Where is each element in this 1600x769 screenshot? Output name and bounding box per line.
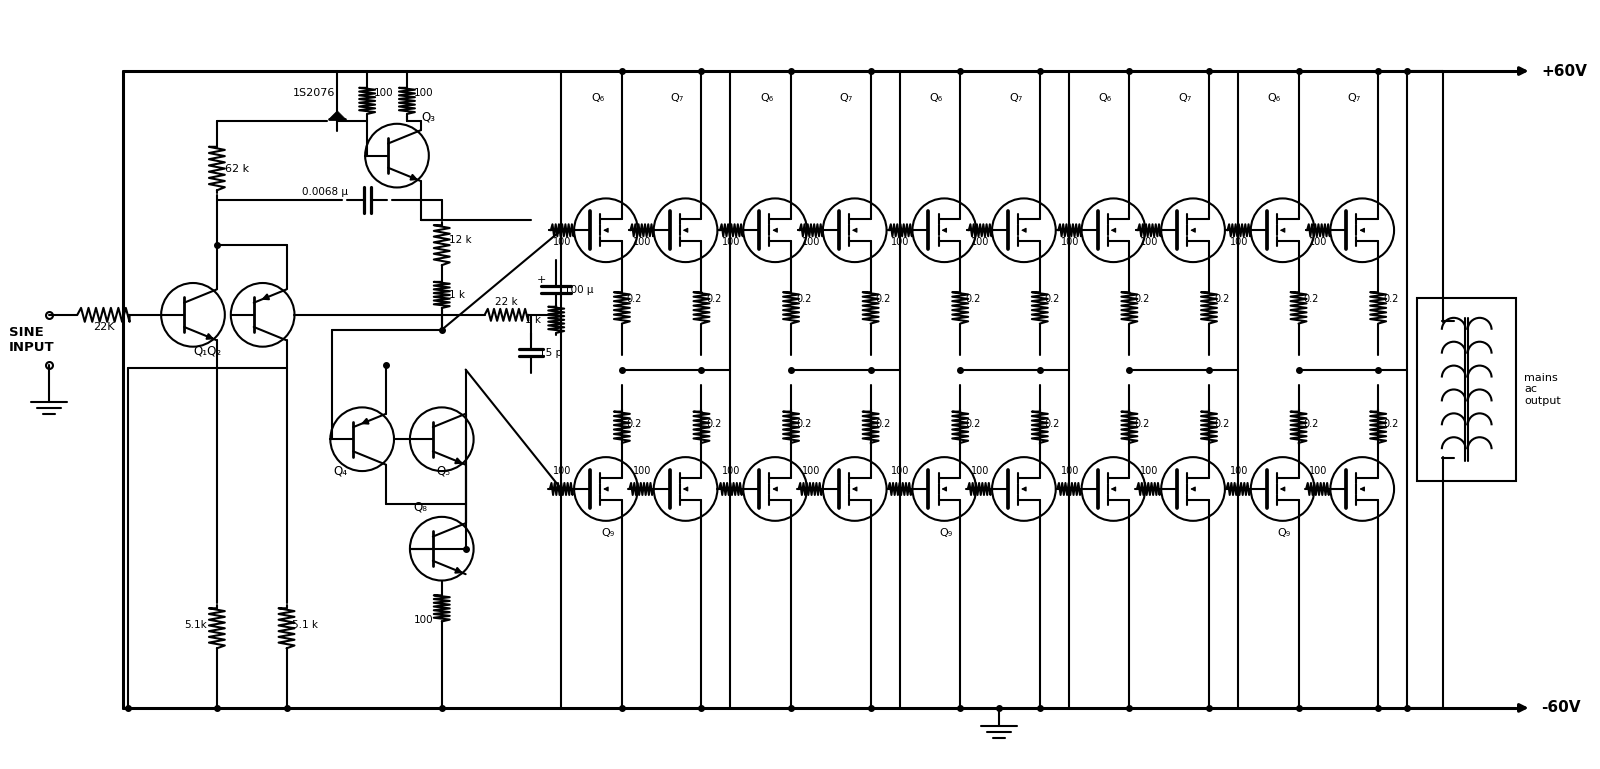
Polygon shape: [330, 111, 346, 118]
Text: +: +: [538, 275, 546, 285]
Text: 1 k: 1 k: [448, 290, 464, 300]
Text: Q₇: Q₇: [1010, 93, 1022, 103]
Text: Q₈: Q₈: [413, 501, 427, 514]
Text: 100: 100: [722, 466, 741, 476]
Text: 100: 100: [1309, 237, 1328, 247]
Text: 0.2: 0.2: [707, 419, 722, 429]
Text: 62 k: 62 k: [226, 164, 250, 174]
Text: 100: 100: [971, 237, 989, 247]
Text: Q₉: Q₉: [939, 528, 952, 538]
Text: Q₇: Q₇: [670, 93, 683, 103]
Text: 22K: 22K: [93, 321, 114, 331]
Text: 0.2: 0.2: [797, 419, 811, 429]
Text: Q₉: Q₉: [602, 528, 614, 538]
Text: 0.2: 0.2: [1304, 294, 1318, 304]
Text: 0.2: 0.2: [1134, 419, 1150, 429]
Text: -: -: [542, 289, 546, 299]
Text: Q₇: Q₇: [1347, 93, 1360, 103]
Text: +60V: +60V: [1541, 64, 1587, 78]
Text: 100: 100: [632, 466, 651, 476]
Text: Q₇: Q₇: [1178, 93, 1192, 103]
Text: 0.2: 0.2: [707, 294, 722, 304]
Text: 0.2: 0.2: [1304, 419, 1318, 429]
Text: 0.2: 0.2: [965, 419, 981, 429]
Text: 0.2: 0.2: [1214, 419, 1229, 429]
Text: mains
ac
output: mains ac output: [1525, 373, 1562, 406]
Text: 22 k: 22 k: [494, 297, 518, 307]
Text: 100: 100: [802, 237, 821, 247]
Text: 0.0068 μ: 0.0068 μ: [302, 188, 349, 198]
Text: 0.2: 0.2: [627, 294, 642, 304]
Text: 0.2: 0.2: [1214, 294, 1229, 304]
Text: 100: 100: [554, 237, 571, 247]
Text: -60V: -60V: [1541, 701, 1581, 715]
Text: 5.1 k: 5.1 k: [291, 621, 317, 631]
Text: 0.2: 0.2: [1382, 294, 1398, 304]
Text: 100: 100: [891, 237, 910, 247]
Text: Q₄: Q₄: [333, 464, 347, 477]
Text: 100: 100: [632, 237, 651, 247]
Text: 1 k: 1 k: [525, 315, 541, 325]
Text: Q₃: Q₃: [422, 111, 435, 124]
Text: SINE
INPUT: SINE INPUT: [10, 326, 54, 354]
Text: Q₉: Q₉: [1278, 528, 1291, 538]
Text: Q₆: Q₆: [590, 93, 605, 103]
Text: Q₆: Q₆: [930, 93, 942, 103]
Text: 100: 100: [1230, 237, 1248, 247]
Text: 100 μ: 100 μ: [565, 285, 594, 295]
Text: 15 p: 15 p: [539, 348, 563, 358]
Text: 100: 100: [554, 466, 571, 476]
Text: 100: 100: [1141, 466, 1158, 476]
Text: Q₆: Q₆: [1099, 93, 1112, 103]
Text: Q₆: Q₆: [1267, 93, 1282, 103]
Text: Q₆: Q₆: [760, 93, 773, 103]
Text: Q₇: Q₇: [840, 93, 853, 103]
Text: 100: 100: [374, 88, 394, 98]
Text: Q₅: Q₅: [437, 464, 451, 477]
Text: 100: 100: [414, 615, 434, 625]
Text: 100: 100: [891, 466, 910, 476]
Text: 0.2: 0.2: [1134, 294, 1150, 304]
Text: 5.1k: 5.1k: [184, 621, 206, 631]
Text: 0.2: 0.2: [1045, 294, 1061, 304]
Text: 0.2: 0.2: [965, 294, 981, 304]
Text: 0.2: 0.2: [1045, 419, 1061, 429]
Bar: [1418, 298, 1517, 481]
Text: 100: 100: [1230, 466, 1248, 476]
Text: 12 k: 12 k: [448, 235, 472, 245]
Text: 100: 100: [1309, 466, 1328, 476]
Text: 1S2076: 1S2076: [293, 88, 334, 98]
Text: 100: 100: [802, 466, 821, 476]
Text: 0.2: 0.2: [875, 419, 891, 429]
Text: 0.2: 0.2: [797, 294, 811, 304]
Text: Q₁Q₂: Q₁Q₂: [194, 345, 222, 358]
Text: 100: 100: [414, 88, 434, 98]
Text: 0.2: 0.2: [627, 419, 642, 429]
Text: 100: 100: [722, 237, 741, 247]
Text: 100: 100: [1061, 466, 1078, 476]
Text: 0.2: 0.2: [1382, 419, 1398, 429]
Text: 0.2: 0.2: [875, 294, 891, 304]
Text: 100: 100: [1061, 237, 1078, 247]
Text: 100: 100: [971, 466, 989, 476]
Text: 100: 100: [1141, 237, 1158, 247]
